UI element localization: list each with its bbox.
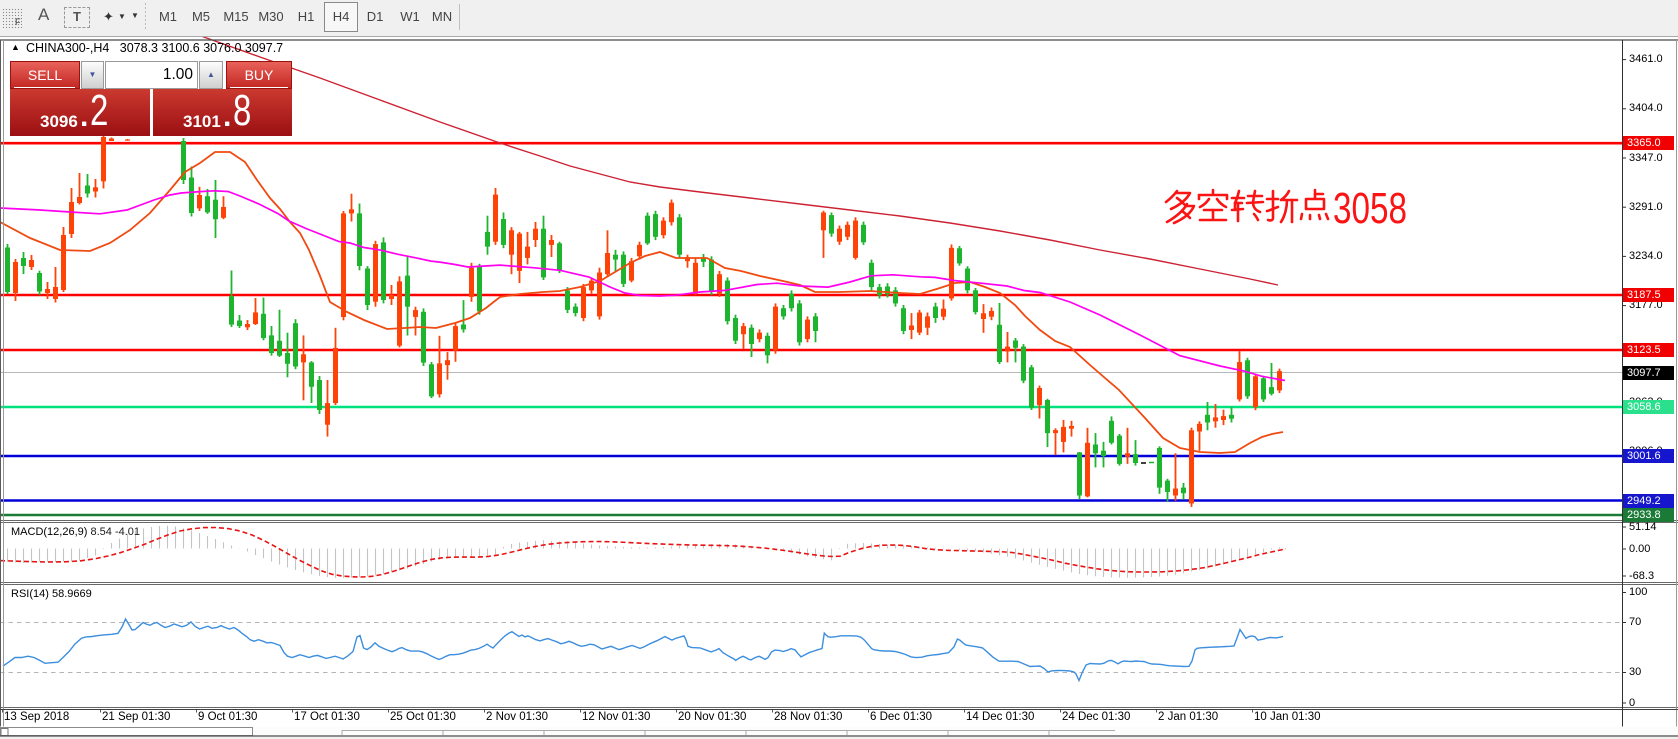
- svg-text:3058: 3058: [1333, 184, 1407, 233]
